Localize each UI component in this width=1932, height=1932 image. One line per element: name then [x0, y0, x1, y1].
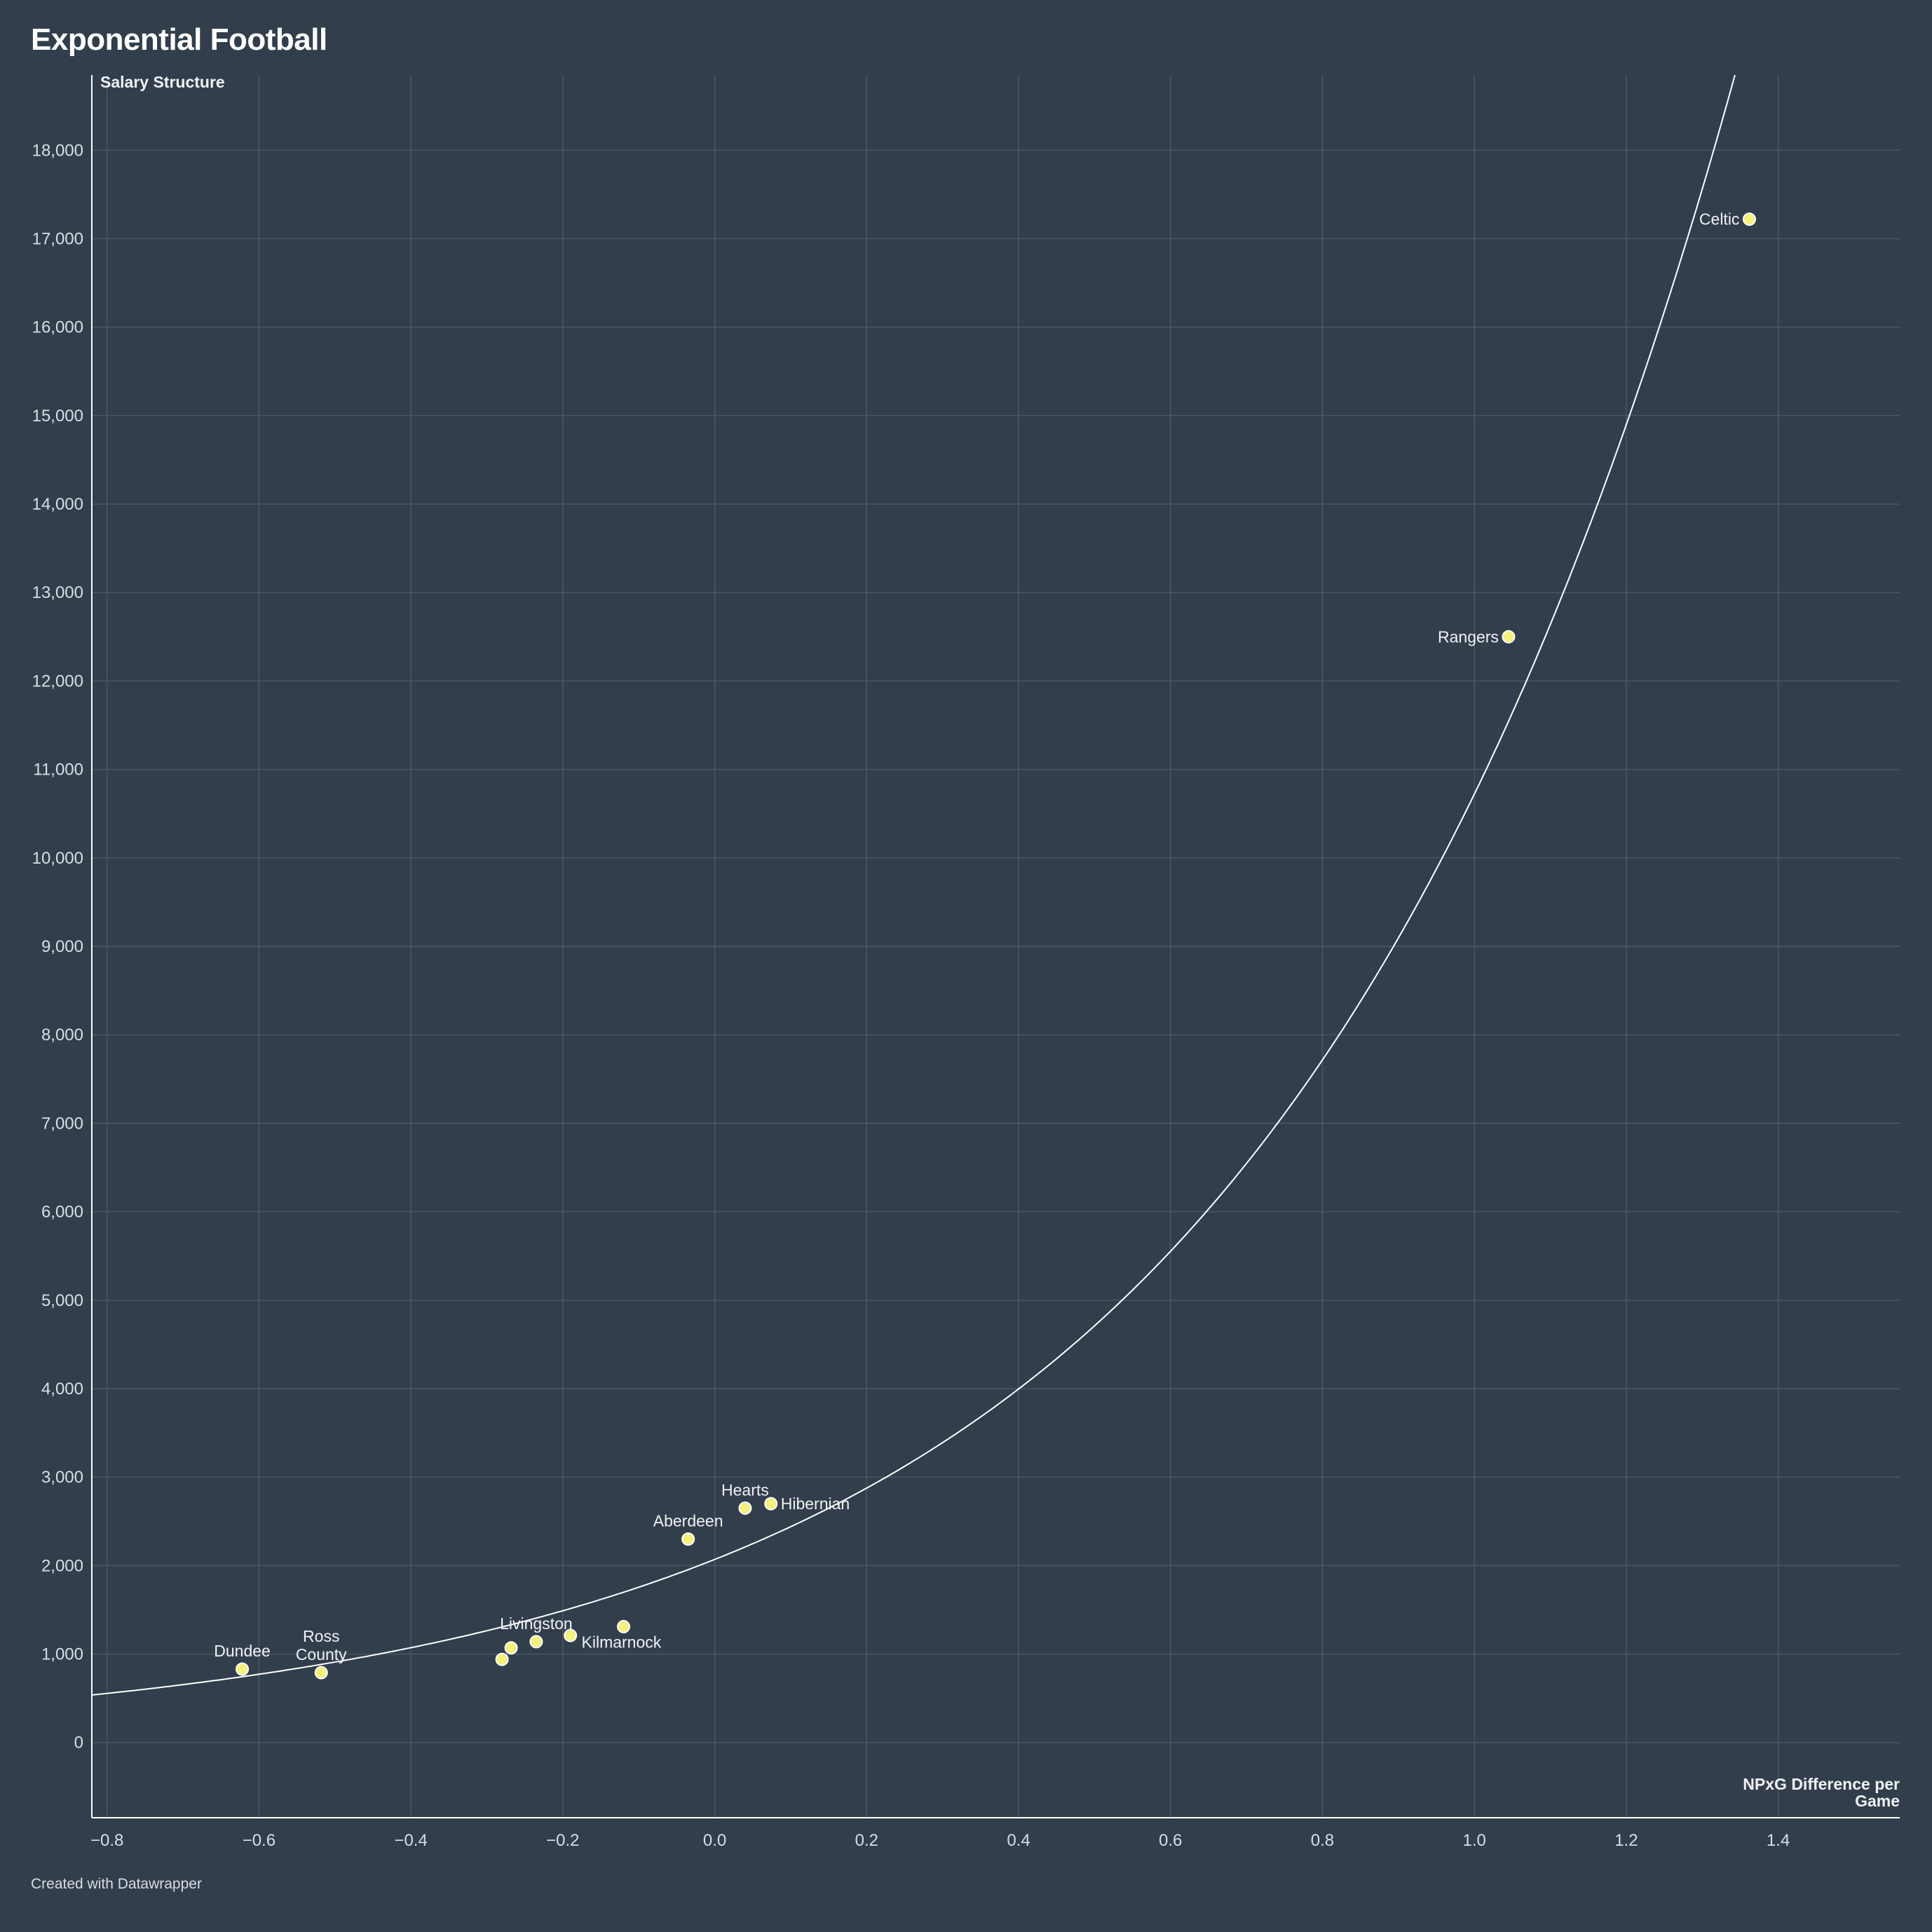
y-tick-label: 2,000	[41, 1556, 83, 1575]
x-tick-label: −0.2	[546, 1831, 579, 1850]
y-tick-label: 13,000	[32, 583, 83, 602]
y-tick-label: 9,000	[41, 937, 83, 956]
y-tick-label: 17,000	[32, 229, 83, 248]
y-tick-label: 8,000	[41, 1026, 83, 1045]
y-tick-label: 0	[74, 1734, 83, 1753]
y-tick-label: 1,000	[41, 1645, 83, 1664]
x-tick-label: 0.4	[1007, 1831, 1030, 1850]
y-tick-label: 5,000	[41, 1291, 83, 1310]
x-tick-label: 1.2	[1614, 1831, 1638, 1850]
data-points	[236, 212, 1756, 1680]
credit-line: Created with Datawrapper	[31, 1876, 202, 1892]
y-tick-label: 16,000	[32, 318, 83, 337]
data-point[interactable]	[314, 1666, 328, 1680]
data-point[interactable]	[1502, 630, 1516, 644]
y-tick-label: 3,000	[41, 1468, 83, 1487]
x-tick-label: 0.0	[703, 1831, 726, 1850]
x-tick-label: −0.8	[90, 1831, 123, 1850]
gridlines	[92, 75, 1900, 1818]
x-tick-label: 0.8	[1311, 1831, 1334, 1850]
tick-labels: −0.8 −0.6 −0.4 −0.2 0.0 0.2 0.4 0.6 0.8 1.0 1.2 1.4…	[32, 141, 1790, 1850]
point-label: Kilmarnock	[582, 1633, 662, 1651]
data-point[interactable]	[236, 1662, 250, 1676]
chart-title: Exponential Football	[31, 22, 327, 57]
data-point[interactable]	[764, 1497, 778, 1511]
point-label-line: Ross	[303, 1627, 339, 1645]
y-tick-label: 18,000	[32, 141, 83, 160]
x-tick-label: 1.4	[1767, 1831, 1790, 1850]
x-tick-label: −0.6	[243, 1831, 275, 1850]
axes	[91, 75, 1900, 1818]
data-point[interactable]	[564, 1628, 578, 1642]
y-tick-label: 12,000	[32, 672, 83, 691]
point-label: Aberdeen	[653, 1511, 723, 1530]
data-point[interactable]	[738, 1501, 752, 1515]
point-label-line: County	[296, 1645, 347, 1664]
data-point[interactable]	[1742, 212, 1756, 226]
x-tick-label: 0.6	[1159, 1831, 1182, 1850]
data-point[interactable]	[504, 1641, 518, 1655]
y-tick-label: 15,000	[32, 407, 83, 426]
point-label: Hibernian	[781, 1495, 850, 1513]
x-axis-title: NPxG Difference per Game	[1743, 1775, 1900, 1810]
point-labels: Celtic Rangers Hearts Hibernian Aberdeen Kilm…	[214, 210, 1739, 1664]
data-point[interactable]	[529, 1635, 543, 1649]
y-tick-label: 4,000	[41, 1380, 83, 1399]
point-label: Ross County	[296, 1627, 347, 1664]
y-tick-label: 14,000	[32, 495, 83, 514]
x-tick-label: 0.2	[855, 1831, 878, 1850]
exponential-trendline	[91, 74, 1736, 1696]
point-label: Livingston	[500, 1614, 573, 1633]
y-tick-label: 6,000	[41, 1203, 83, 1222]
y-axis-title: Salary Structure	[100, 73, 225, 91]
point-label: Rangers	[1438, 627, 1499, 646]
data-point[interactable]	[681, 1532, 695, 1546]
x-tick-label: 1.0	[1462, 1831, 1485, 1850]
data-point[interactable]	[617, 1619, 631, 1633]
y-tick-label: 7,000	[41, 1114, 83, 1133]
point-label: Celtic	[1699, 210, 1740, 229]
point-label: Dundee	[214, 1642, 271, 1660]
y-tick-label: 11,000	[33, 761, 83, 780]
data-point[interactable]	[495, 1652, 509, 1666]
x-tick-label: −0.4	[394, 1831, 427, 1850]
y-tick-label: 10,000	[32, 849, 83, 868]
point-label: Hearts	[721, 1481, 769, 1499]
